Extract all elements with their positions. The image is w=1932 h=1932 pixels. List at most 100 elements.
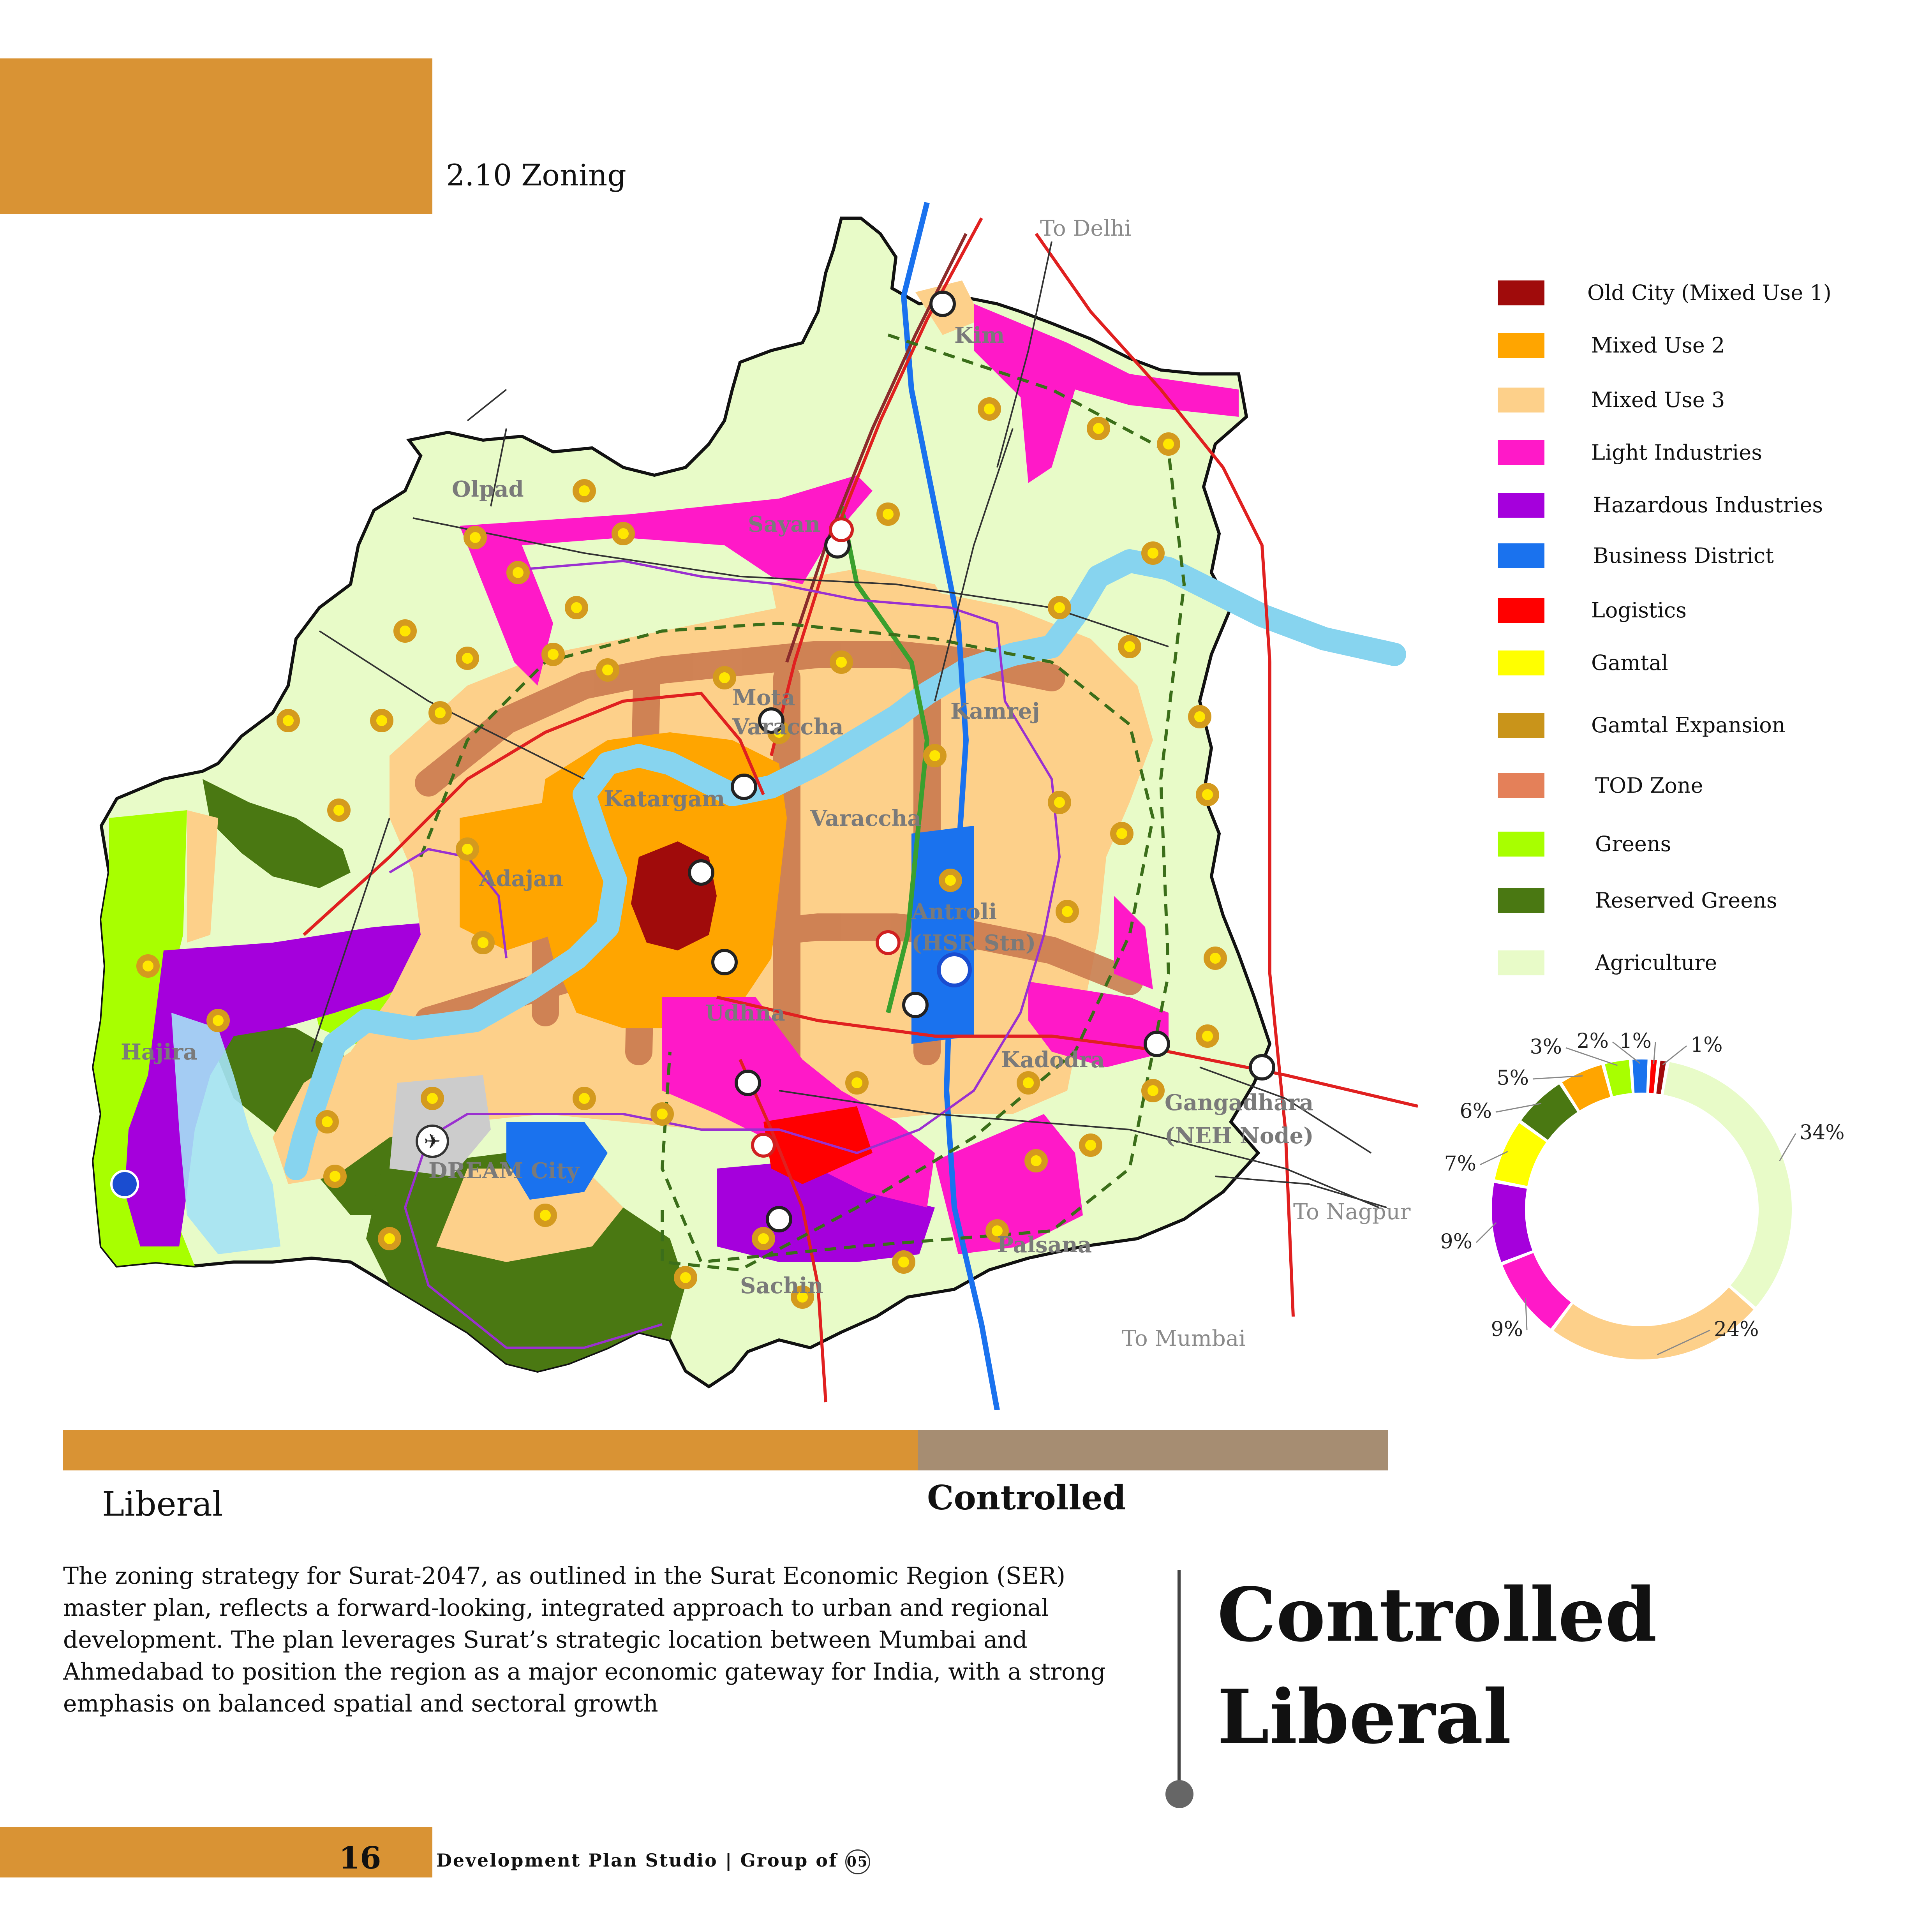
admin-boundary [404,559,1061,1349]
place-label: Mota [732,685,795,710]
rail-line-red-south [739,1059,827,1403]
spectrum-right-label: Controlled [927,1478,1126,1518]
legend-swatch [1498,333,1544,358]
zoning-description: The zoning strategy for Surat-2047, as o… [63,1562,1106,1717]
outer-ring-road [419,621,1155,1272]
donut-slice [1605,1060,1632,1096]
legend-label: Reserved Greens [1595,888,1777,913]
place-label: Katargam [604,786,725,812]
footer-bar [0,1827,432,1877]
legend-item: Hazardous Industries [1498,493,1887,520]
donut-slice [1521,1084,1578,1140]
reserved-greens-zone [203,779,351,888]
place-label: Adajan [479,866,563,892]
legend-label: Gamtal [1591,650,1668,675]
legend-label: Light Industries [1591,440,1762,465]
metro-line [303,691,765,936]
legend-label: Business District [1593,543,1774,568]
legend-label: TOD Zone [1595,773,1703,798]
destination-label: To Mumbai [1122,1326,1246,1351]
place-label: Gangadhara [1165,1090,1313,1116]
legend-swatch [1498,888,1544,913]
place-label: Varaccha [810,806,922,831]
donut-percent-label: 2% [1577,1029,1609,1053]
legend-item: Reserved Greens [1498,888,1887,915]
donut-percent-label: 9% [1440,1230,1473,1253]
donut-leader-line [1779,1133,1796,1162]
vertical-divider [1178,1570,1181,1800]
donut-slice [1502,1253,1571,1329]
destination-label: To Delhi [1040,216,1131,241]
place-label: Palsana [997,1232,1092,1258]
place-label: Kadodra [1001,1047,1105,1073]
donut-slice [1632,1059,1648,1093]
light-industries-zone [974,304,1239,483]
place-label: (NEH Node) [1165,1123,1314,1149]
legend-item: Gamtal Expansion [1498,713,1887,740]
road-network [311,241,1387,1208]
place-label: DREAM City [428,1158,580,1184]
place-label: Kim [954,323,1005,348]
donut-percent-label: 34% [1800,1121,1845,1144]
legend-label: Gamtal Expansion [1591,713,1786,737]
donut-leader-line [1612,1041,1641,1064]
legend-swatch [1498,650,1544,675]
verdict-line-2: Liberal [1217,1673,1511,1760]
airport-zone [390,1075,491,1176]
donut-leader-line [1565,1047,1618,1066]
header-bar [0,58,432,214]
place-label: Varaccha [732,714,844,740]
legend-label: Greens [1595,832,1671,856]
donut-leader-line [1653,1042,1656,1064]
donut-leader-line [1475,1222,1497,1243]
donut-slice [1663,1062,1792,1307]
legend-item: TOD Zone [1498,773,1887,800]
logistics-zone [763,1106,873,1184]
verdict-title: Controlled Liberal [1217,1564,1657,1768]
donut-percent-label: 1% [1690,1033,1723,1057]
legend-item: Business District [1498,543,1887,571]
place-label: Olpad [452,476,524,502]
rail-line-red-east [1035,233,1295,1317]
hazardous-industries-zone [125,919,483,1246]
donut-leader-line [1495,1103,1542,1113]
section-number: 2.10 [446,158,512,192]
place-label: Hajira [121,1039,197,1065]
footer-studio-text: Development Plan Studio | Group of [436,1850,838,1871]
legend-item: Mixed Use 3 [1498,388,1887,415]
divider-dot [1165,1780,1193,1808]
metro-line [716,996,1418,1108]
light-industries-zone [935,1114,1083,1254]
legend-swatch [1498,713,1544,738]
legend-swatch [1498,388,1544,412]
donut-percent-label: 5% [1497,1066,1529,1090]
light-industries-zone [1114,896,1153,989]
donut-leader-line [1657,1329,1710,1356]
legend-item: Greens [1498,832,1887,859]
legend-item: Gamtal [1498,650,1887,678]
place-label: Sayan [748,511,820,537]
donut-slice [1656,1060,1666,1094]
section-title: 2.10 Zoning [446,158,626,192]
airport-icon [416,1125,449,1158]
legend-swatch [1498,493,1544,518]
donut-leader-line [1662,1045,1687,1066]
spectrum-bar [63,1430,1388,1470]
group-number-badge: 05 [845,1849,870,1874]
legend-item: Mixed Use 2 [1498,333,1887,360]
legend-item: Logistics [1498,598,1887,625]
donut-slice [1492,1183,1532,1262]
tapi-river [284,549,1406,1180]
donut-percent-label: 3% [1530,1035,1562,1059]
legend-swatch [1498,543,1544,568]
land-use-donut-chart: 34% 24% 9% 9% 7% 6%5%3% 2% 1% 1% [1440,1029,1845,1359]
donut-percent-label: 24% [1714,1318,1759,1341]
page-number: 16 [339,1840,381,1876]
hsr-station-icon [751,517,901,1158]
spectrum-left-label: Liberal [102,1485,223,1524]
greens-zone [93,810,195,1266]
legend-swatch [1498,832,1544,857]
light-industries-zone [460,475,873,686]
legend-swatch [1498,950,1544,975]
port-icon [110,1170,139,1199]
